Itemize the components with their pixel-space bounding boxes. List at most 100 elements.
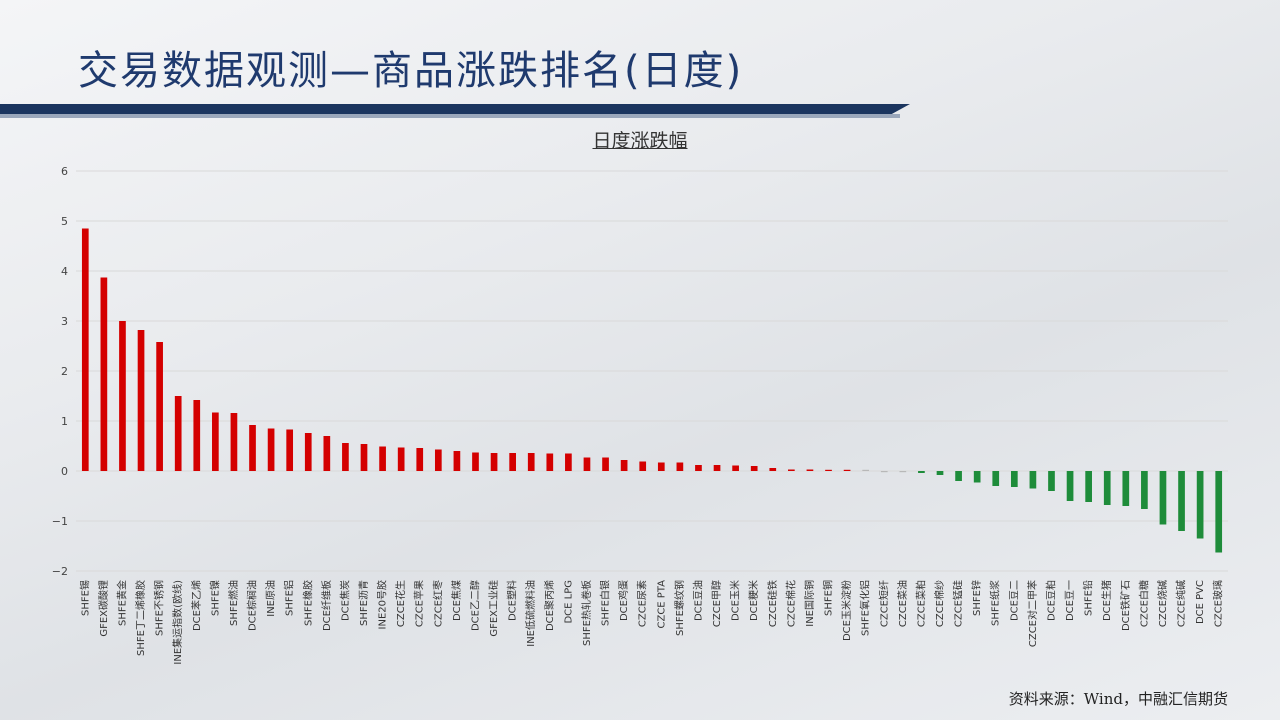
y-tick-label: 0 bbox=[61, 465, 68, 478]
bar-SHFE锡 bbox=[81, 228, 89, 471]
bar-DCE鸡蛋 bbox=[620, 460, 628, 471]
category-label: DCE乙二醇 bbox=[468, 580, 481, 631]
category-label: INE原油 bbox=[264, 580, 277, 617]
category-label: CZCE对二甲苯 bbox=[1026, 580, 1039, 647]
category-label: CZCE棉纱 bbox=[933, 580, 946, 627]
bar-SHFE橡胶 bbox=[304, 433, 312, 471]
bar-SHFE镍 bbox=[212, 412, 219, 471]
category-label: DCE豆一 bbox=[1064, 580, 1076, 621]
category-label: DCE苯乙烯 bbox=[190, 580, 203, 631]
y-tick-label: 6 bbox=[61, 165, 68, 178]
category-label: DCE焦炭 bbox=[338, 580, 351, 621]
bar-GFEX碳酸锂 bbox=[100, 277, 108, 471]
bar-DCE生猪 bbox=[1103, 471, 1111, 505]
bar-GFEX工业硅 bbox=[490, 453, 498, 471]
category-label: SHFE铝 bbox=[284, 580, 296, 616]
bar-CZCE烧碱 bbox=[1159, 471, 1167, 525]
bar-CZCE玻璃 bbox=[1215, 471, 1223, 553]
category-label: SHFE沥青 bbox=[357, 580, 370, 626]
category-label: CZCE菜油 bbox=[896, 580, 909, 627]
category-label: SHFE橡胶 bbox=[301, 580, 314, 626]
category-label: SHFE燃油 bbox=[227, 580, 240, 626]
category-label: INE20号胶 bbox=[376, 580, 389, 629]
bar-DCE PVC bbox=[1196, 471, 1204, 539]
bar-SHFE白银 bbox=[602, 457, 609, 471]
category-label: SHFE锌 bbox=[970, 580, 983, 616]
bar-DCE聚丙烯 bbox=[546, 453, 554, 471]
bar-DCE乙二醇 bbox=[472, 452, 479, 471]
category-label: SHFE铜 bbox=[823, 580, 835, 616]
bar-CZCE锰硅 bbox=[955, 471, 962, 481]
category-label: DCE纤维板 bbox=[320, 580, 333, 631]
bar-DCE粳米 bbox=[750, 466, 758, 471]
category-label: INE低硫燃料油 bbox=[524, 580, 537, 647]
bar-SHFE铜 bbox=[825, 469, 832, 471]
bar-CZCE棉纱 bbox=[936, 471, 944, 475]
category-label: SHFE热轧卷板 bbox=[580, 580, 593, 646]
bar-INE低硫燃料油 bbox=[527, 453, 535, 471]
y-tick-label: 2 bbox=[61, 365, 68, 378]
y-tick-label: −2 bbox=[52, 565, 68, 578]
bar-DCE焦煤 bbox=[453, 451, 461, 471]
category-label: DCE豆油 bbox=[691, 580, 704, 621]
category-label: DCE棕榈油 bbox=[246, 580, 259, 631]
bar-SHFE黄金 bbox=[119, 321, 126, 471]
category-label: CZCE白糖 bbox=[1137, 580, 1150, 627]
category-label: SHFE不锈钢 bbox=[153, 580, 166, 636]
bar-DCE豆粕 bbox=[1048, 471, 1055, 491]
category-label: DCE豆粕 bbox=[1044, 580, 1057, 621]
bar-DCE塑料 bbox=[509, 453, 516, 471]
category-label: CZCE甲醇 bbox=[710, 580, 723, 627]
category-label: DCE豆二 bbox=[1008, 580, 1020, 621]
category-label: DCE鸡蛋 bbox=[617, 580, 630, 621]
category-label: CZCE苹果 bbox=[413, 580, 426, 627]
category-label: DCE生猪 bbox=[1100, 580, 1113, 621]
bar-SHFE沥青 bbox=[360, 444, 368, 471]
bar-CZCE苹果 bbox=[416, 448, 424, 471]
category-label: CZCE红枣 bbox=[431, 580, 444, 627]
category-label: SHFE丁二烯橡胶 bbox=[134, 580, 147, 656]
category-label: CZCE菜粕 bbox=[914, 580, 927, 627]
bar-CZCE白糖 bbox=[1141, 471, 1148, 509]
y-tick-label: −1 bbox=[52, 515, 68, 528]
y-tick-label: 1 bbox=[61, 415, 68, 428]
slide-title: 交易数据观测—商品涨跌排名(日度) bbox=[78, 48, 744, 94]
y-tick-label: 5 bbox=[61, 215, 68, 228]
bar-CZCE花生 bbox=[397, 447, 405, 471]
bar-CZCE棉花 bbox=[788, 469, 795, 471]
bar-DCE纤维板 bbox=[323, 436, 331, 471]
category-label: SHFE白银 bbox=[599, 580, 612, 626]
category-label: INE国际铜 bbox=[804, 580, 816, 627]
data-source-note: 资料来源：Wind，中融汇信期货 bbox=[1008, 690, 1228, 708]
bar-SHFE螺纹钢 bbox=[676, 462, 684, 471]
category-label: CZCE玻璃 bbox=[1212, 580, 1225, 627]
chart-bars bbox=[81, 228, 1223, 553]
category-label: DCE玉米 bbox=[729, 580, 742, 621]
category-label: INE集运指数(欧线) bbox=[171, 580, 184, 665]
bar-DCE豆油 bbox=[695, 465, 702, 471]
bar-DCE豆二 bbox=[1010, 471, 1018, 487]
bar-CZCE PTA bbox=[657, 462, 665, 471]
bar-DCE玉米 bbox=[732, 465, 739, 471]
y-tick-label: 4 bbox=[61, 265, 68, 278]
category-label: SHFE锡 bbox=[78, 580, 91, 616]
bar-CZCE甲醇 bbox=[713, 465, 721, 471]
category-label: DCE铁矿石 bbox=[1119, 580, 1132, 631]
category-label: CZCE尿素 bbox=[636, 580, 649, 627]
category-label: SHFE黄金 bbox=[115, 580, 128, 626]
category-label: DCE LPG bbox=[563, 580, 574, 624]
bar-CZCE红枣 bbox=[434, 449, 442, 471]
bar-INE原油 bbox=[267, 428, 275, 471]
category-label: CZCE花生 bbox=[394, 580, 407, 627]
bar-DCE豆一 bbox=[1066, 471, 1074, 501]
bar-CZCE硅铁 bbox=[769, 468, 777, 471]
category-label: CZCE短纤 bbox=[877, 580, 890, 627]
category-label: GFEX碳酸锂 bbox=[97, 580, 110, 637]
chart-title: 日度涨跌幅 bbox=[592, 130, 688, 152]
bar-CZCE纯碱 bbox=[1178, 471, 1185, 531]
bar-SHFE热轧卷板 bbox=[583, 457, 591, 471]
category-label: DCE PVC bbox=[1195, 580, 1206, 624]
bar-INE20号胶 bbox=[379, 446, 386, 471]
bar-CZCE菜油 bbox=[899, 471, 907, 473]
